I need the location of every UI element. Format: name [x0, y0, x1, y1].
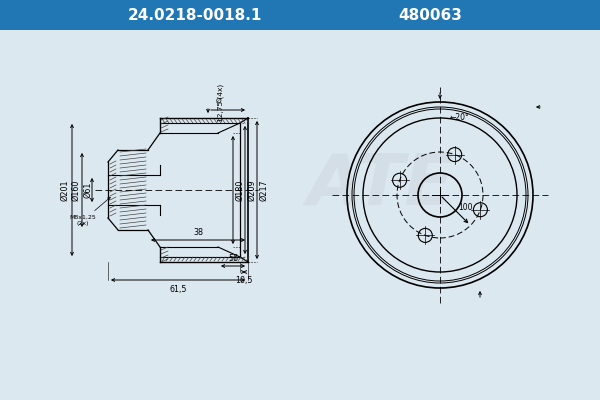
Text: 61,5: 61,5 [169, 285, 187, 294]
Text: 56: 56 [228, 254, 238, 263]
Text: M8x1,25
(2x): M8x1,25 (2x) [70, 197, 110, 226]
Text: Ø: Ø [216, 98, 222, 104]
Bar [0, 0, 600, 30]
Text: ←20°: ←20° [450, 112, 470, 122]
Text: 480063: 480063 [398, 8, 462, 22]
Text: Ø217: Ø217 [259, 179, 268, 201]
Text: Ø61: Ø61 [83, 182, 92, 198]
Text: 38: 38 [193, 228, 203, 237]
Text: Ø209: Ø209 [247, 179, 256, 201]
Text: Ø180: Ø180 [235, 179, 244, 201]
Text: Ø160: Ø160 [71, 179, 80, 201]
Text: 12,75 (4x): 12,75 (4x) [218, 84, 224, 122]
Text: 100: 100 [458, 202, 473, 212]
Text: 24.0218-0018.1: 24.0218-0018.1 [128, 8, 262, 22]
Text: 10,5: 10,5 [235, 276, 253, 285]
Text: Ø201: Ø201 [61, 179, 70, 201]
Text: ATE: ATE [306, 150, 454, 220]
